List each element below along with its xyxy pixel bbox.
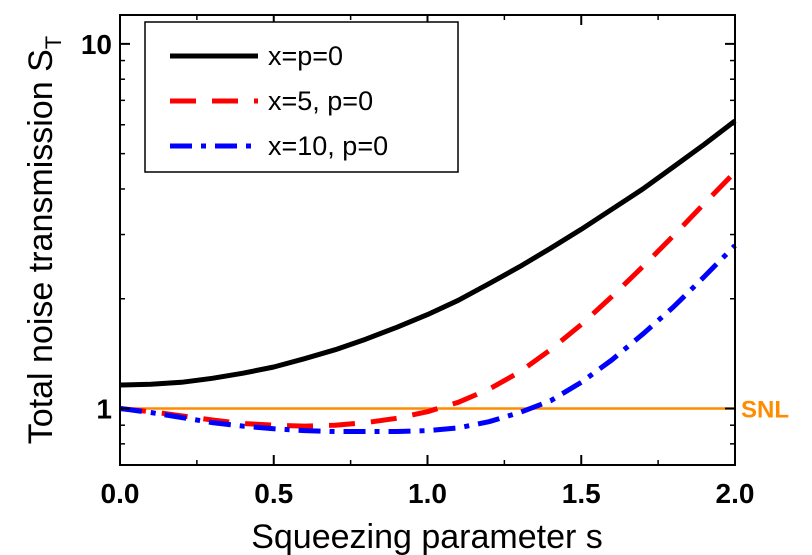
series-group: [119, 118, 737, 434]
snl-label: SNL: [741, 397, 789, 424]
svg-text:Total noise transmission ST: Total noise transmission ST: [22, 36, 66, 444]
x-tick-label: 1.0: [408, 478, 447, 509]
x-tick-label: 0.5: [254, 478, 293, 509]
series-line-3: [119, 243, 737, 434]
x-tick-label: 2.0: [716, 478, 755, 509]
y-axis-title-main: Total noise transmission S: [22, 49, 60, 444]
legend: x=p=0 x=5, p=0 x=10, p=0: [144, 21, 459, 173]
legend-label-series-3: x=10, p=0: [268, 131, 388, 161]
y-axis-title-subscript: T: [41, 36, 66, 49]
series-line-1: [119, 118, 737, 388]
legend-label-series-1: x=p=0: [268, 41, 343, 71]
x-tick-label: 0.0: [101, 478, 140, 509]
x-axis-title: Squeezing parameter s: [251, 518, 603, 555]
tick-labels-group: 0.0 0.5 1.0 1.5 2.0 1 10: [81, 29, 755, 509]
legend-box: [144, 21, 459, 173]
legend-label-series-2: x=5, p=0: [268, 86, 373, 116]
y-tick-label: 1: [96, 394, 112, 425]
y-tick-label: 10: [81, 29, 112, 60]
x-tick-label: 1.5: [562, 478, 601, 509]
y-axis-title: Total noise transmission ST: [22, 36, 66, 444]
series-line-2: [119, 170, 737, 429]
